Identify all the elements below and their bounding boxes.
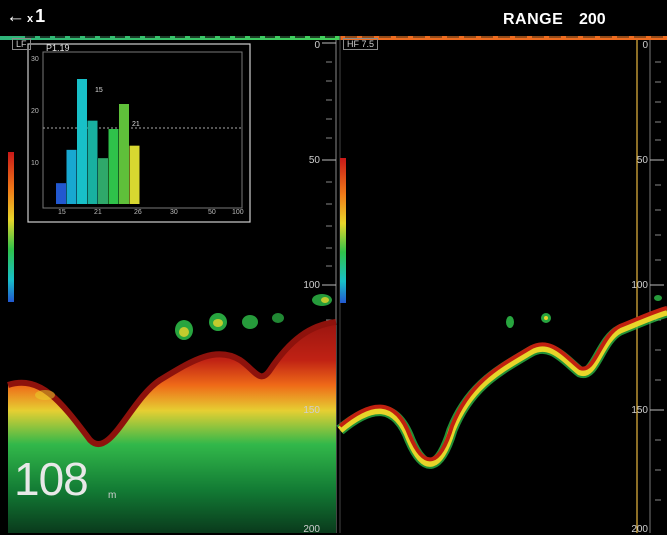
depth-scale-label: 50 [636,155,648,166]
right-mode-tag[interactable]: HF 7.5 [343,38,379,50]
histogram-x-tick: 50 [208,209,216,216]
histogram-x-tick: 100 [232,209,244,216]
right-color-bar [340,158,346,303]
depth-scale-label: 0 [314,40,320,51]
zoom-prefix: x [27,13,34,25]
histogram-y-tick: 30 [31,56,39,63]
histogram-x-tick: 26 [134,209,142,216]
right-seabed-echo [336,295,667,469]
depth-scale-label: 200 [631,524,648,535]
histogram-bar [108,129,119,204]
depth-scale-label: 50 [308,155,320,166]
histogram-bars [56,79,140,204]
histogram-x-tick: 30 [170,209,178,216]
histogram-y-tick: 10 [31,160,39,167]
histogram-x-tick: 21 [94,209,102,216]
histogram-peak-label: 21 [132,121,140,128]
histogram-peak-label: 15 [95,87,103,94]
histogram-bar [87,120,98,204]
back-arrow-icon[interactable]: ← [6,6,25,27]
zoom-control[interactable]: ← x 1 [6,6,46,27]
left-seabed-echo [7,294,337,533]
depth-scale-label: 0 [642,40,648,51]
histogram-header: P1.19 [46,43,70,53]
depth-scale-label: 150 [631,405,648,416]
depth-scale-label: 100 [303,280,320,291]
depth-unit: m [108,490,117,501]
histogram-window[interactable] [27,43,251,223]
depth-scale-label: 200 [303,524,320,535]
range-label: RANGE [503,11,564,28]
histogram-bar [129,145,140,204]
left-mode-tag[interactable]: LF [12,38,31,50]
histogram-bar [119,104,129,204]
depth-scale-label: 150 [303,405,320,416]
left-color-bar [8,152,14,302]
depth-readout: 108 [14,453,89,505]
range-value[interactable]: 200 [579,11,606,28]
histogram-bar [98,158,108,204]
top-bar [0,0,667,36]
histogram-bar [77,79,87,204]
histogram-bar [56,183,66,204]
zoom-value: 1 [35,6,46,26]
depth-scale-label: 100 [631,280,648,291]
histogram-x-tick: 15 [58,209,66,216]
histogram-y-tick: 20 [31,108,39,115]
histogram-bar [66,149,77,204]
